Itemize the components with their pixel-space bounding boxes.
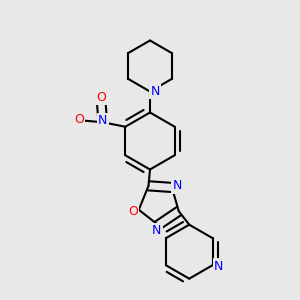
Text: N: N bbox=[172, 179, 182, 193]
Text: O: O bbox=[74, 113, 84, 126]
Text: N: N bbox=[151, 85, 160, 98]
Text: O: O bbox=[96, 91, 106, 103]
Text: N: N bbox=[214, 260, 223, 273]
Text: N: N bbox=[98, 114, 107, 127]
Text: O: O bbox=[128, 205, 138, 218]
Text: N: N bbox=[152, 224, 161, 237]
